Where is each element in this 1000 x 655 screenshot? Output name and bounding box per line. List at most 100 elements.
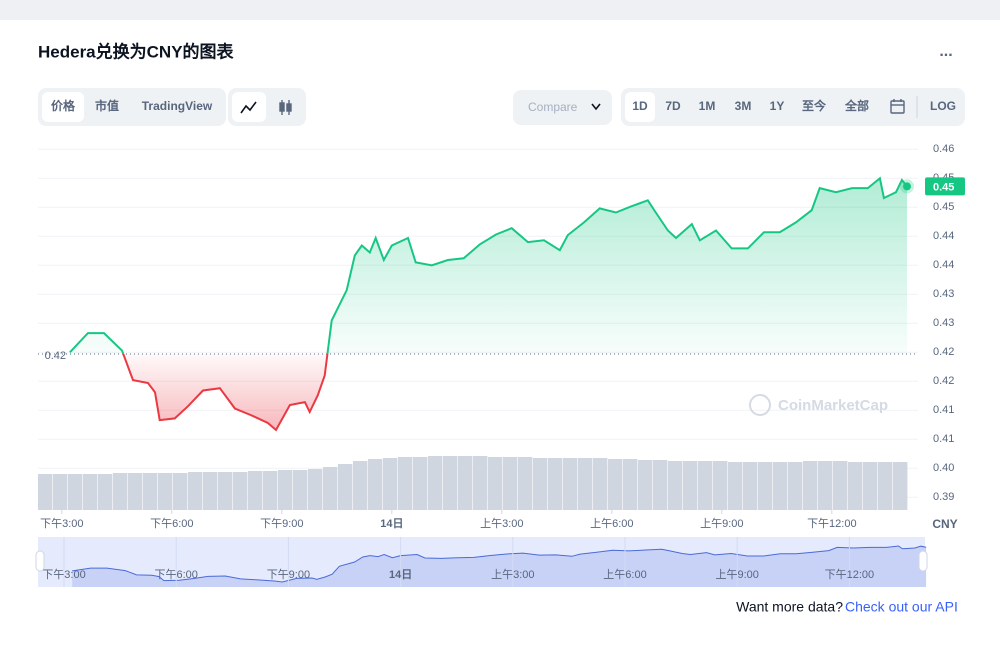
range-button[interactable]: 1D [632, 99, 648, 113]
volume-bar [83, 474, 98, 510]
currency-label: CNY [932, 517, 957, 531]
volume-bar [488, 457, 503, 510]
y-tick-label: 0.40 [933, 462, 954, 474]
volume-bar [383, 458, 398, 510]
range-button[interactable]: 7D [665, 99, 681, 113]
volume-bar [428, 456, 443, 510]
volume-bar [308, 469, 323, 510]
volume-bar [548, 458, 563, 510]
y-tick-label: 0.41 [933, 433, 954, 445]
volume-bar [368, 459, 383, 510]
volume-bar [848, 462, 863, 510]
volume-bar [503, 457, 518, 510]
line-type-btn[interactable] [232, 92, 266, 122]
x-tick-label: 上午9:00 [700, 517, 743, 530]
footer-text: Want more data? [736, 599, 843, 615]
y-tick-label: 0.41 [933, 404, 954, 416]
range-button[interactable]: 1M [699, 99, 716, 113]
calendar-icon[interactable] [890, 99, 905, 114]
x-tick-label: 上午6:00 [590, 517, 633, 530]
volume-bar [563, 458, 578, 510]
chart-title: Hedera兑换为CNY的图表 [38, 41, 235, 61]
x-tick-label: 下午12:00 [807, 517, 857, 530]
compare-label: Compare [528, 100, 578, 114]
volume-bar [458, 456, 473, 510]
volume-bar [713, 461, 728, 510]
volume-bar [758, 462, 773, 510]
y-tick-label: 0.39 [933, 491, 954, 503]
volume-bar [818, 461, 833, 510]
volume-bar [323, 467, 338, 510]
navigator-tick-label: 下午6:00 [154, 568, 197, 581]
volume-bar [158, 473, 173, 510]
volume-bar [668, 461, 683, 510]
volume-bar [188, 472, 203, 510]
x-tick-label: 下午6:00 [150, 517, 193, 530]
navigator-tick-label: 上午9:00 [715, 568, 758, 581]
range-button[interactable]: 全部 [844, 98, 869, 113]
log-toggle[interactable]: LOG [930, 99, 956, 113]
price-line [69, 176, 908, 432]
navigator-handle[interactable] [35, 550, 45, 572]
api-link[interactable]: Check out our API [845, 599, 958, 615]
range-group [621, 88, 965, 126]
volume-bar [353, 461, 368, 510]
volume-bar [128, 473, 143, 510]
volume-bar [143, 473, 158, 510]
candle-icon[interactable] [279, 100, 292, 115]
navigator-handle[interactable] [918, 550, 928, 572]
tab-group [38, 88, 226, 126]
price-area [69, 178, 907, 430]
y-tick-label: 0.44 [933, 259, 954, 271]
volume-bar [743, 462, 758, 510]
volume-bar [263, 471, 278, 510]
y-tick-label: 0.43 [933, 317, 954, 329]
watermark: CoinMarketCap [778, 397, 888, 414]
volume-bar [98, 474, 113, 510]
navigator-tick-label: 下午9:00 [267, 568, 310, 581]
navigator-tick-label: 下午12:00 [825, 568, 875, 581]
volume-bar [653, 460, 668, 510]
volume-bar [233, 472, 248, 510]
navigator-line [72, 545, 927, 583]
range-button[interactable]: 3M [735, 99, 752, 113]
y-tick-label: 0.42 [933, 346, 954, 358]
compare-dropdown[interactable] [513, 90, 612, 125]
more-menu[interactable]: ... [939, 43, 952, 60]
volume-bar [833, 461, 848, 510]
current-dot [903, 182, 911, 191]
volume-bar [338, 464, 353, 510]
range-button[interactable]: 1Y [770, 99, 785, 113]
volume-bar [608, 459, 623, 510]
watermark-logo [749, 394, 771, 416]
volume-bar [68, 474, 83, 510]
volume-bar [893, 462, 908, 510]
tab[interactable]: 市值 [95, 98, 119, 113]
tab[interactable]: 价格 [51, 98, 76, 113]
volume-bar [173, 473, 188, 510]
volume-bar [278, 470, 293, 510]
range-button[interactable]: 至今 [802, 98, 827, 113]
volume-bar [623, 459, 638, 510]
volume-bar [728, 462, 743, 510]
volume-bar [203, 472, 218, 510]
navigator-tick-label: 下午3:00 [42, 568, 85, 581]
volume-bar [533, 458, 548, 510]
navigator-area [72, 546, 927, 587]
volume-bar [413, 457, 428, 510]
tab[interactable]: TradingView [142, 99, 213, 113]
y-tick-label: 0.42 [933, 375, 954, 387]
volume-bar [773, 462, 788, 510]
top-band [0, 0, 1000, 20]
chevron [591, 103, 601, 111]
volume-bar [113, 473, 128, 510]
y-tick-label: 0.43 [933, 288, 954, 300]
volume-bar [593, 458, 608, 510]
navigator-tick-label: 14日 [389, 568, 412, 581]
navigator-tick-label: 上午3:00 [491, 568, 534, 581]
volume-bar [218, 472, 233, 510]
y-tick-label: 0.44 [933, 230, 954, 242]
current-label: 0.45 [933, 181, 954, 193]
volume-bar [878, 462, 893, 510]
